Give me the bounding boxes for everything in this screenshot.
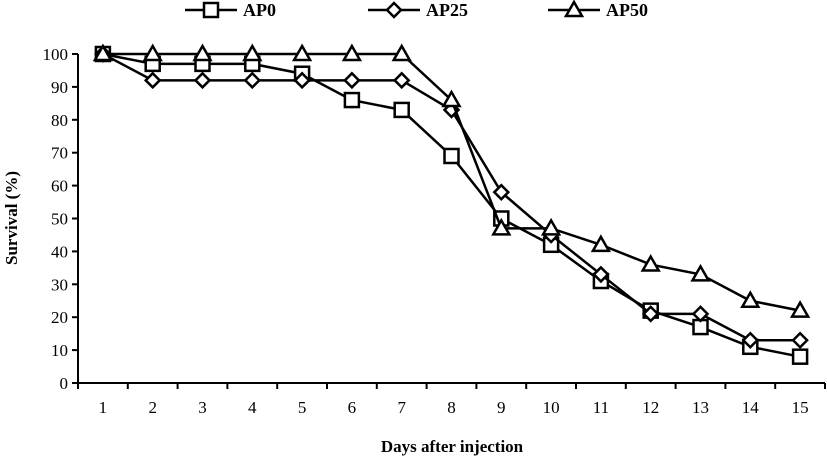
data-point-ap25 <box>392 71 411 90</box>
y-tick-label: 10 <box>51 341 68 360</box>
y-tick-label: 0 <box>60 374 69 393</box>
x-tick-label: 11 <box>593 398 609 417</box>
data-point-ap25 <box>143 71 162 90</box>
data-point-ap50 <box>291 43 313 62</box>
x-tick-label: 15 <box>792 398 809 417</box>
data-point-ap25 <box>691 305 710 323</box>
y-tick-label: 60 <box>51 177 68 196</box>
data-point-ap50 <box>640 254 661 272</box>
data-point-ap25 <box>791 331 809 349</box>
x-tick-label: 9 <box>497 398 506 417</box>
x-tick-label: 13 <box>692 398 709 417</box>
data-point-ap50 <box>92 43 114 62</box>
x-tick-label: 6 <box>348 398 357 417</box>
y-tick-label: 40 <box>51 242 68 261</box>
data-point-ap50 <box>590 234 612 253</box>
legend-label: AP25 <box>426 0 468 20</box>
data-point-ap50 <box>192 43 213 62</box>
y-tick-label: 70 <box>51 144 68 163</box>
data-point-ap25 <box>592 265 610 284</box>
data-point-ap25 <box>492 183 511 201</box>
x-tick-label: 12 <box>642 398 659 417</box>
data-point-ap25 <box>343 71 361 90</box>
data-point-ap0 <box>791 348 809 365</box>
y-tick-label: 80 <box>51 111 68 130</box>
x-tick-label: 4 <box>248 398 257 417</box>
legend-item-ap0: AP0 <box>185 0 276 20</box>
legend-marker-diamond-icon <box>385 1 403 19</box>
series-ap25 <box>94 45 809 349</box>
legend-item-ap25: AP25 <box>368 0 468 20</box>
x-tick-label: 10 <box>543 398 560 417</box>
legend-item-ap50: AP50 <box>548 0 648 20</box>
legend: AP0 AP25 AP50 <box>185 0 648 20</box>
x-tick-label: 1 <box>99 398 108 417</box>
legend-marker-triangle-icon <box>563 0 585 18</box>
y-tick-label: 100 <box>43 45 69 64</box>
series-group <box>92 43 811 365</box>
legend-marker-square-icon <box>202 1 220 19</box>
legend-label: AP50 <box>606 0 648 20</box>
data-point-ap25 <box>243 71 262 90</box>
data-point-ap50 <box>142 43 163 62</box>
data-point-ap25 <box>193 71 212 90</box>
data-point-ap50 <box>441 89 462 108</box>
x-tick-label: 7 <box>397 398 406 417</box>
x-tick-label: 8 <box>447 398 456 417</box>
data-point-ap50 <box>341 43 363 62</box>
data-point-ap50 <box>690 263 711 282</box>
x-axis-label: Days after injection <box>381 437 524 456</box>
x-tick-label: 14 <box>742 398 760 417</box>
y-axis-label: Survival (%) <box>2 171 21 265</box>
data-point-ap25 <box>641 305 660 323</box>
legend-label: AP0 <box>243 0 276 20</box>
data-point-ap0 <box>343 91 361 109</box>
data-point-ap50 <box>740 290 761 308</box>
data-point-ap0 <box>443 147 460 165</box>
data-point-ap50 <box>789 300 811 318</box>
y-tick-label: 30 <box>51 275 68 294</box>
x-tick-label: 3 <box>198 398 207 417</box>
y-tick-label: 50 <box>51 210 68 229</box>
data-point-ap50 <box>242 43 263 62</box>
data-point-ap50 <box>391 43 412 62</box>
x-tick-label: 2 <box>148 398 157 417</box>
series-ap50 <box>92 43 811 318</box>
data-point-ap50 <box>540 217 562 236</box>
data-point-ap0 <box>393 101 410 119</box>
x-tick-label: 5 <box>298 398 307 417</box>
data-point-ap25 <box>293 71 311 90</box>
data-point-ap50 <box>491 217 512 236</box>
data-point-ap25 <box>741 331 760 349</box>
y-tick-label: 90 <box>51 78 68 97</box>
y-tick-label: 20 <box>51 308 68 327</box>
